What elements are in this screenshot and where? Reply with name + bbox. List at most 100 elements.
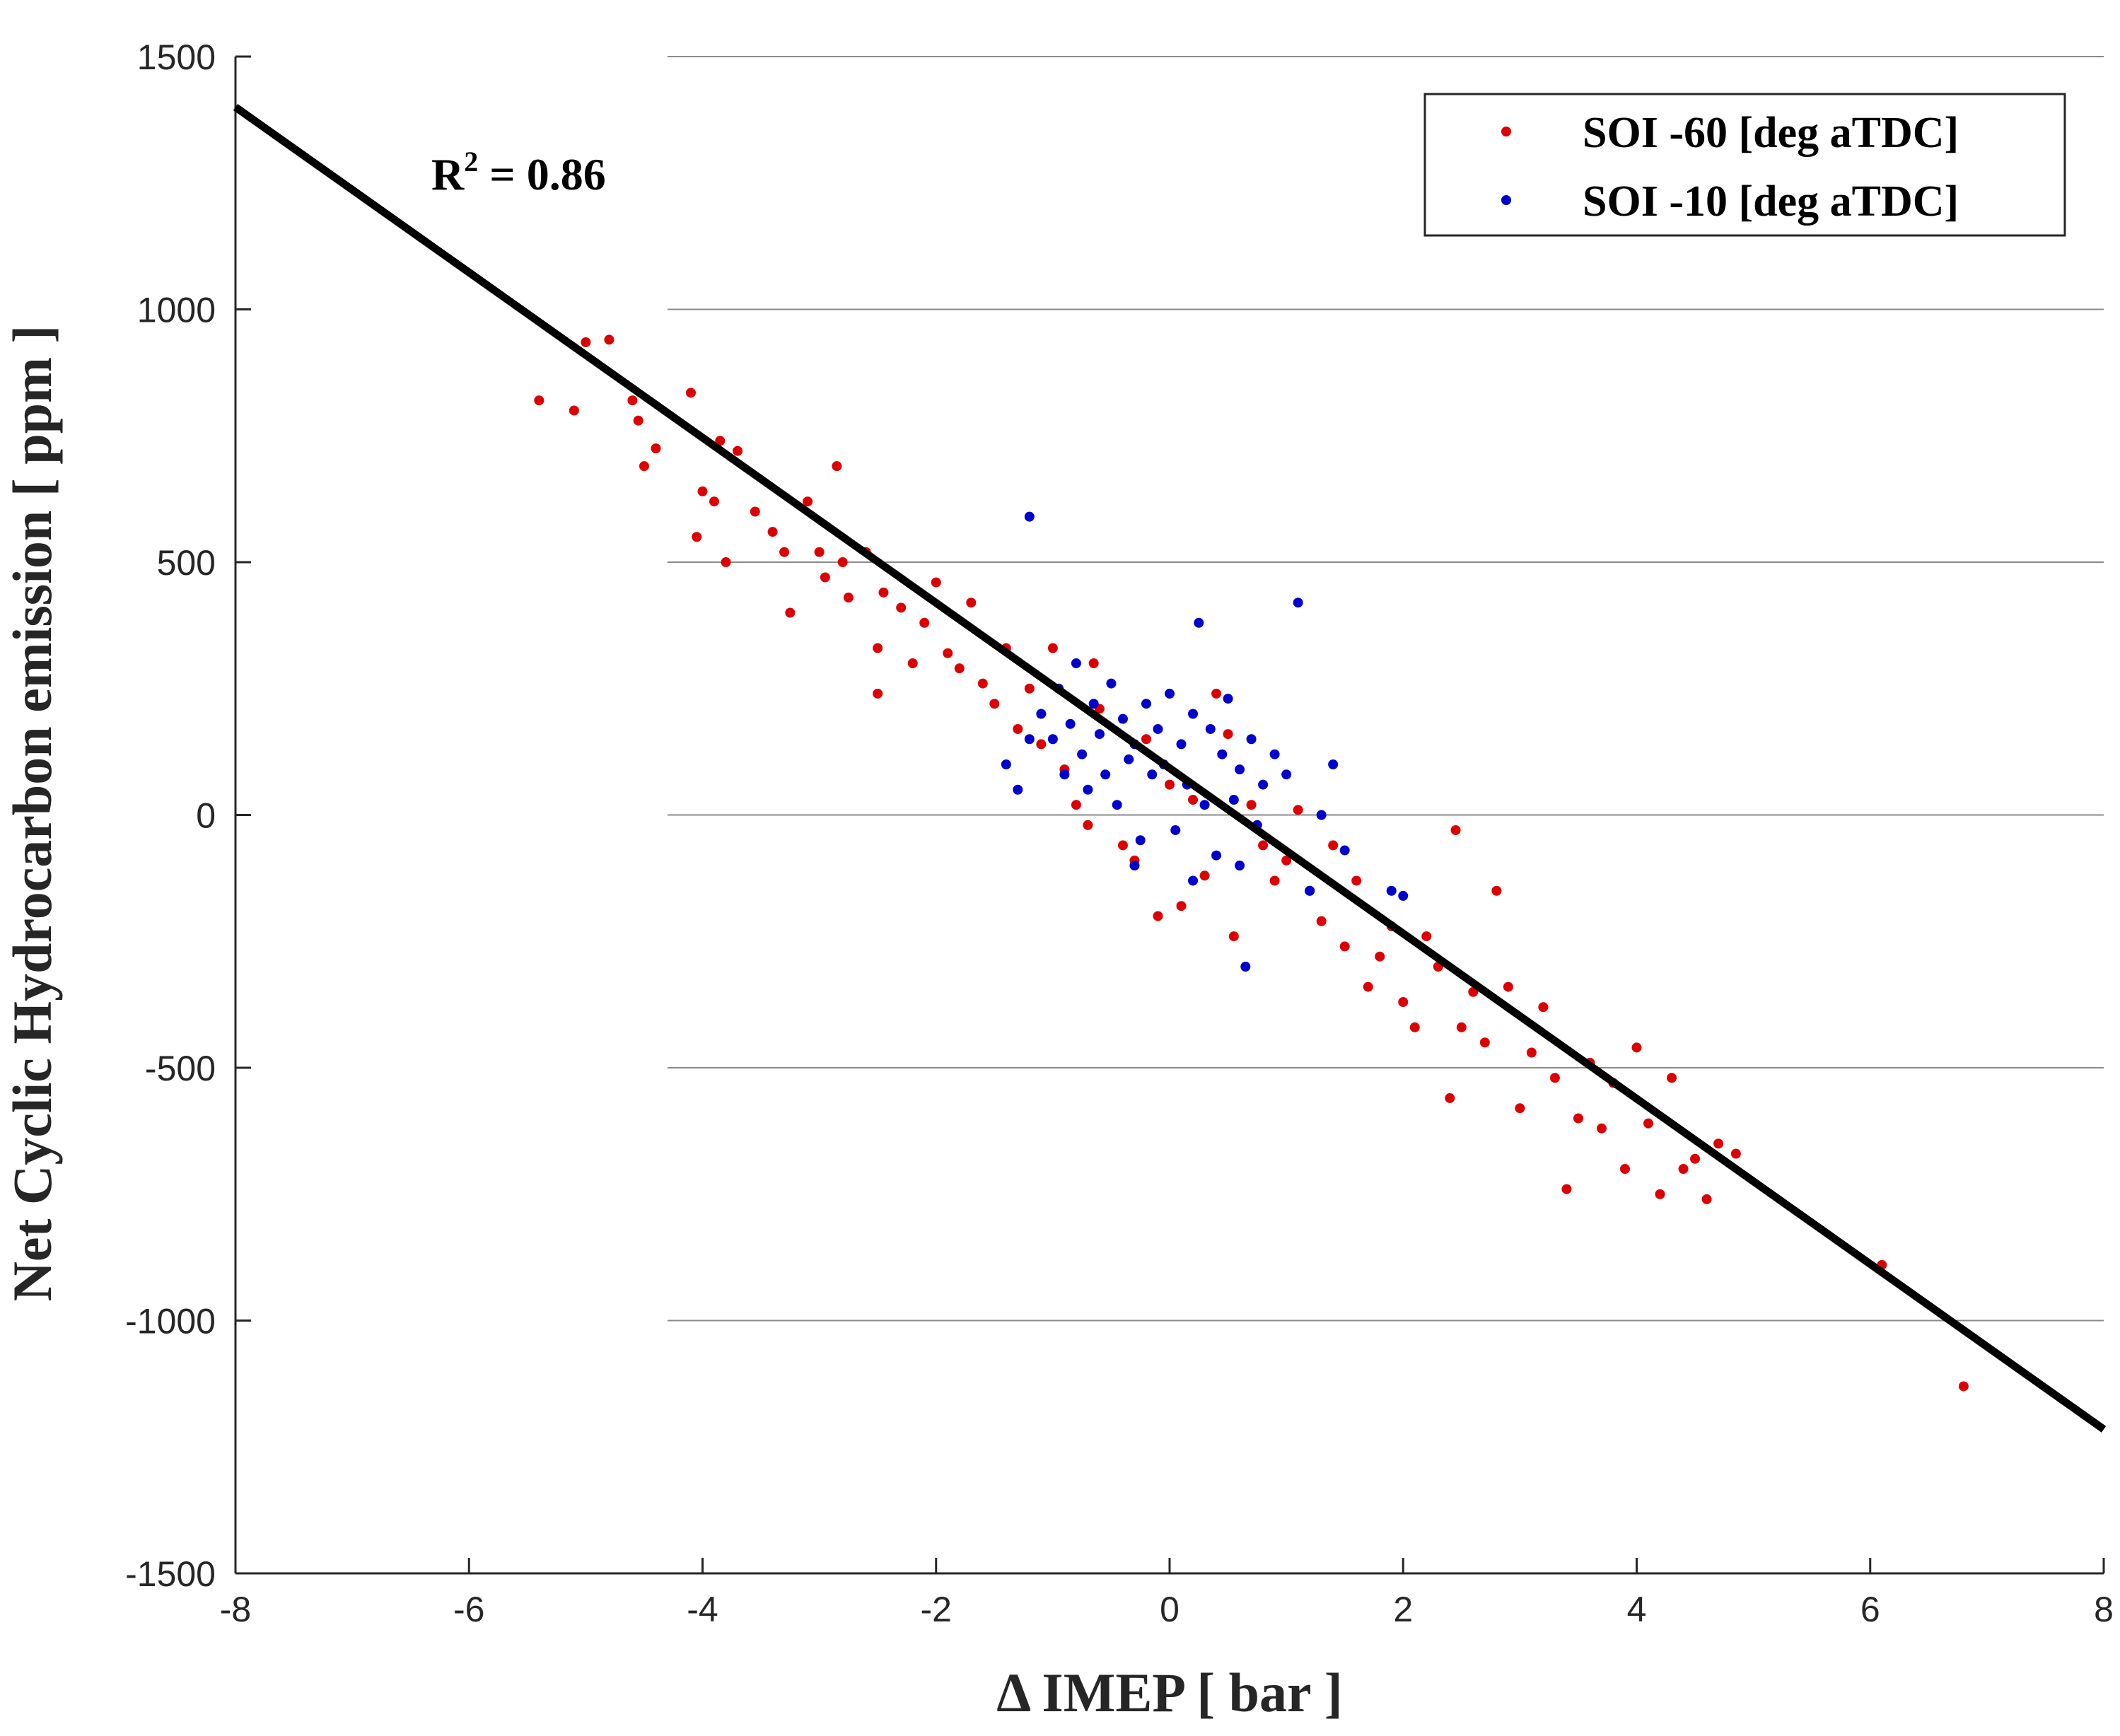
point-soi-10 — [1386, 885, 1397, 896]
point-soi-10 — [1305, 885, 1315, 896]
point-soi-10 — [1246, 734, 1257, 745]
point-soi-10 — [1235, 861, 1245, 870]
point-soi-60 — [814, 547, 825, 557]
point-soi-60 — [1631, 1042, 1642, 1053]
point-soi-10 — [1141, 699, 1151, 709]
point-soi-10 — [1088, 699, 1099, 709]
point-soi-60 — [767, 527, 778, 537]
point-soi-60 — [1339, 941, 1350, 952]
point-soi-60 — [1479, 1037, 1490, 1048]
point-soi-60 — [1678, 1164, 1689, 1174]
legend-marker-soi-60 — [1501, 127, 1511, 136]
point-soi-10 — [1100, 769, 1111, 780]
point-soi-10 — [1129, 861, 1140, 870]
legend-marker-soi-10 — [1501, 195, 1511, 205]
point-soi-60 — [733, 445, 743, 456]
point-soi-60 — [627, 395, 638, 406]
point-soi-60 — [907, 658, 918, 668]
point-soi-60 — [1211, 688, 1222, 699]
point-soi-60 — [1730, 1148, 1741, 1159]
gridlines — [667, 56, 2104, 1322]
point-soi-60 — [1153, 911, 1163, 921]
point-soi-10 — [1217, 749, 1228, 759]
point-soi-60 — [977, 678, 988, 689]
point-soi-10 — [1240, 962, 1251, 972]
point-soi-10 — [1153, 723, 1163, 734]
point-soi-10 — [1199, 800, 1210, 810]
point-soi-10 — [1013, 784, 1023, 795]
point-soi-10 — [1235, 764, 1245, 775]
point-soi-10 — [1258, 779, 1269, 790]
point-soi-10 — [1106, 678, 1117, 689]
x-tick-label: 2 — [1393, 1590, 1413, 1629]
point-soi-10 — [1339, 845, 1350, 856]
point-soi-10 — [1293, 598, 1303, 608]
y-tick-label: -500 — [145, 1049, 216, 1088]
point-soi-60 — [692, 532, 702, 542]
y-tick-label: -1500 — [125, 1554, 216, 1594]
point-soi-60 — [1246, 800, 1257, 810]
point-soi-60 — [633, 415, 643, 426]
point-soi-10 — [1281, 769, 1292, 780]
point-soi-60 — [954, 663, 965, 674]
point-soi-60 — [943, 648, 953, 658]
point-soi-60 — [1013, 723, 1023, 734]
y-tick-label: 1500 — [137, 37, 216, 77]
y-tick-label: 0 — [196, 796, 216, 836]
point-soi-10 — [1065, 718, 1076, 729]
point-soi-60 — [1655, 1189, 1665, 1199]
point-soi-60 — [1375, 951, 1385, 962]
point-soi-60 — [837, 557, 848, 567]
point-soi-60 — [803, 496, 813, 507]
point-soi-60 — [750, 506, 760, 517]
point-soi-60 — [697, 486, 708, 496]
point-soi-60 — [1526, 1047, 1537, 1058]
point-soi-60 — [1293, 805, 1303, 815]
point-soi-60 — [966, 598, 977, 608]
x-tick-label: -2 — [921, 1590, 952, 1629]
point-soi-60 — [1619, 1164, 1630, 1174]
x-tick-label: 0 — [1160, 1590, 1180, 1629]
point-soi-10 — [1083, 784, 1093, 795]
point-soi-10 — [1194, 617, 1204, 628]
y-axis-title: Net Cyclic Hydrocarbon emission [ ppm ] — [1, 325, 63, 1302]
point-soi-60 — [1421, 931, 1432, 942]
point-soi-60 — [1083, 820, 1093, 830]
y-tick-label: -1000 — [125, 1302, 216, 1341]
legend: SOI -60 [deg aTDC] SOI -10 [deg aTDC] — [1423, 93, 2066, 237]
point-soi-60 — [709, 496, 720, 507]
point-soi-10 — [1077, 749, 1088, 759]
point-soi-60 — [1450, 825, 1461, 835]
x-tick-label: 6 — [1860, 1590, 1880, 1629]
point-soi-60 — [1713, 1138, 1724, 1149]
point-soi-60 — [1573, 1113, 1583, 1124]
point-soi-60 — [1316, 916, 1327, 926]
point-soi-60 — [1561, 1184, 1572, 1194]
point-soi-60 — [581, 337, 591, 347]
point-soi-10 — [1176, 739, 1187, 750]
point-soi-60 — [1667, 1073, 1677, 1083]
point-soi-60 — [534, 395, 544, 406]
point-soi-60 — [1351, 875, 1362, 886]
point-soi-60 — [785, 607, 796, 618]
point-soi-10 — [1188, 875, 1199, 886]
point-soi-10 — [1328, 759, 1339, 769]
r-squared-annotation: R2 = 0.86 — [431, 146, 606, 199]
point-soi-60 — [1036, 739, 1047, 750]
point-soi-60 — [1141, 734, 1151, 745]
point-soi-10 — [1135, 835, 1146, 846]
point-soi-60 — [1409, 1022, 1420, 1032]
point-soi-60 — [1223, 729, 1233, 740]
point-soi-60 — [1701, 1194, 1712, 1204]
point-soi-10 — [1059, 769, 1070, 780]
point-soi-60 — [721, 557, 731, 567]
point-soi-10 — [1047, 734, 1058, 745]
x-tick-label: 4 — [1627, 1590, 1647, 1629]
point-soi-60 — [1328, 840, 1339, 851]
point-soi-60 — [931, 577, 941, 588]
point-soi-60 — [873, 643, 883, 653]
point-soi-60 — [1363, 981, 1373, 992]
point-soi-60 — [651, 443, 661, 454]
x-axis-title: Δ IMEP [ bar ] — [996, 1662, 1342, 1723]
point-soi-60 — [989, 699, 1000, 709]
